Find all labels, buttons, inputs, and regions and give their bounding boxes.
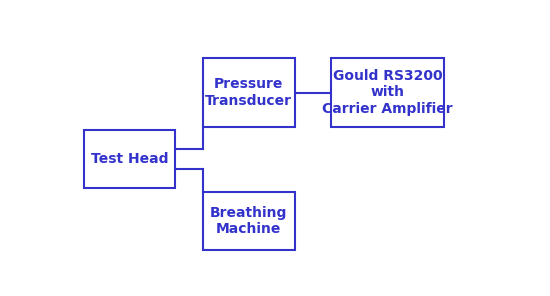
Text: Gould RS3200
with
Carrier Amplifier: Gould RS3200 with Carrier Amplifier — [322, 69, 453, 116]
Text: Breathing
Machine: Breathing Machine — [210, 206, 288, 236]
FancyBboxPatch shape — [203, 58, 295, 127]
FancyBboxPatch shape — [331, 58, 444, 127]
Text: Test Head: Test Head — [91, 152, 168, 166]
FancyBboxPatch shape — [84, 130, 175, 188]
FancyBboxPatch shape — [203, 192, 295, 250]
Text: Pressure
Transducer: Pressure Transducer — [205, 77, 293, 108]
